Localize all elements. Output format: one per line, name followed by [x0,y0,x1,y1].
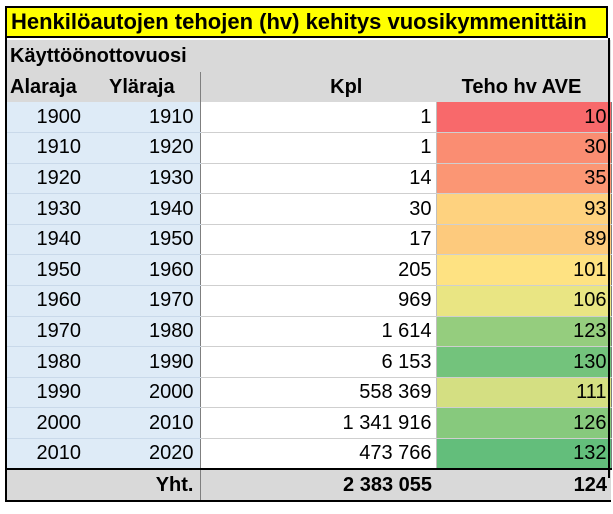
cell-count[interactable]: 473 766 [200,438,437,470]
cell-power[interactable]: 10 [436,102,612,134]
cell-upper[interactable]: 1980 [103,316,201,348]
table-row: 1930 1940 30 93 [6,193,612,225]
total-row: Yht. 2 383 055 124 [5,468,611,503]
cell-power[interactable]: 106 [436,285,612,317]
cell-upper[interactable]: 1910 [103,102,201,134]
table-row: 1970 1980 1 614 123 [6,316,612,348]
cell-lower[interactable]: 1910 [6,132,103,164]
cell-lower[interactable]: 2010 [6,438,103,470]
table-border-right [608,38,610,478]
table-row: 1910 1920 1 30 [6,132,612,164]
power-table: Käyttöönottovuosi Alaraja Yläraja Kpl Te… [5,40,612,503]
cell-lower[interactable]: 1940 [6,224,103,256]
header-lower: Alaraja [6,72,103,102]
table-row: 1900 1910 1 10 [6,102,612,134]
cell-lower[interactable]: 1990 [6,377,103,409]
total-label[interactable]: Yht. [103,468,201,503]
cell-count[interactable]: 17 [200,224,437,256]
header-row-group: Käyttöönottovuosi [6,40,611,72]
cell-lower[interactable]: 1950 [6,254,103,287]
cell-count[interactable]: 1 614 [200,316,437,348]
cell-count[interactable]: 558 369 [200,377,437,409]
cell-upper[interactable]: 1950 [103,224,201,256]
table-border-left [5,38,7,478]
cell-upper[interactable]: 1990 [103,346,201,378]
table-row: 1950 1960 205 101 [6,254,612,287]
table-row: 2010 2020 473 766 132 [6,438,612,470]
cell-power[interactable]: 89 [436,224,612,256]
header-group-label: Käyttöönottovuosi [6,40,200,72]
table-row: 1940 1950 17 89 [6,224,612,256]
cell-count[interactable]: 1 341 916 [200,407,437,440]
total-count[interactable]: 2 383 055 [200,468,436,503]
cell-count[interactable]: 1 [200,132,437,164]
cell-power[interactable]: 132 [436,438,612,470]
cell-count[interactable]: 6 153 [200,346,437,378]
cell-upper[interactable]: 1960 [103,254,201,287]
cell-power[interactable]: 130 [436,346,612,378]
cell-power[interactable]: 126 [436,407,612,440]
cell-lower[interactable]: 1900 [6,102,103,134]
table-row: 1990 2000 558 369 111 [6,377,612,409]
cell-power[interactable]: 123 [436,316,612,348]
table-row: 1920 1930 14 35 [6,163,612,195]
cell-lower[interactable]: 1970 [6,316,103,348]
cell-power[interactable]: 111 [436,377,612,409]
cell-count[interactable]: 969 [200,285,437,317]
cell-lower[interactable]: 2000 [6,407,103,440]
table-row: 1980 1990 6 153 130 [6,346,612,378]
table-row: 1960 1970 969 106 [6,285,612,317]
cell-upper[interactable]: 1930 [103,163,201,195]
cell-power[interactable]: 93 [436,193,612,225]
header-power: Teho hv AVE [436,72,611,102]
cell-upper[interactable]: 2000 [103,377,201,409]
cell-lower[interactable]: 1930 [6,193,103,225]
cell-power[interactable]: 101 [436,254,612,287]
cell-lower[interactable]: 1980 [6,346,103,378]
cell-count[interactable]: 1 [200,102,437,134]
header-count: Kpl [200,72,436,102]
cell-upper[interactable]: 1970 [103,285,201,317]
cell-count[interactable]: 205 [200,254,437,287]
cell-count[interactable]: 30 [200,193,437,225]
cell-upper[interactable]: 2020 [103,438,201,470]
table-title: Henkilöautojen tehojen (hv) kehitys vuos… [5,6,608,38]
cell-upper[interactable]: 1940 [103,193,201,225]
total-spacer [5,468,103,503]
cell-count[interactable]: 14 [200,163,437,195]
header-upper: Yläraja [103,72,201,102]
cell-power[interactable]: 35 [436,163,612,195]
cell-lower[interactable]: 1960 [6,285,103,317]
cell-lower[interactable]: 1920 [6,163,103,195]
cell-upper[interactable]: 1920 [103,132,201,164]
header-row-columns: Alaraja Yläraja Kpl Teho hv AVE [6,72,611,102]
cell-upper[interactable]: 2010 [103,407,201,440]
table-row: 2000 2010 1 341 916 126 [6,407,612,440]
cell-power[interactable]: 30 [436,132,612,164]
total-power[interactable]: 124 [436,468,611,503]
